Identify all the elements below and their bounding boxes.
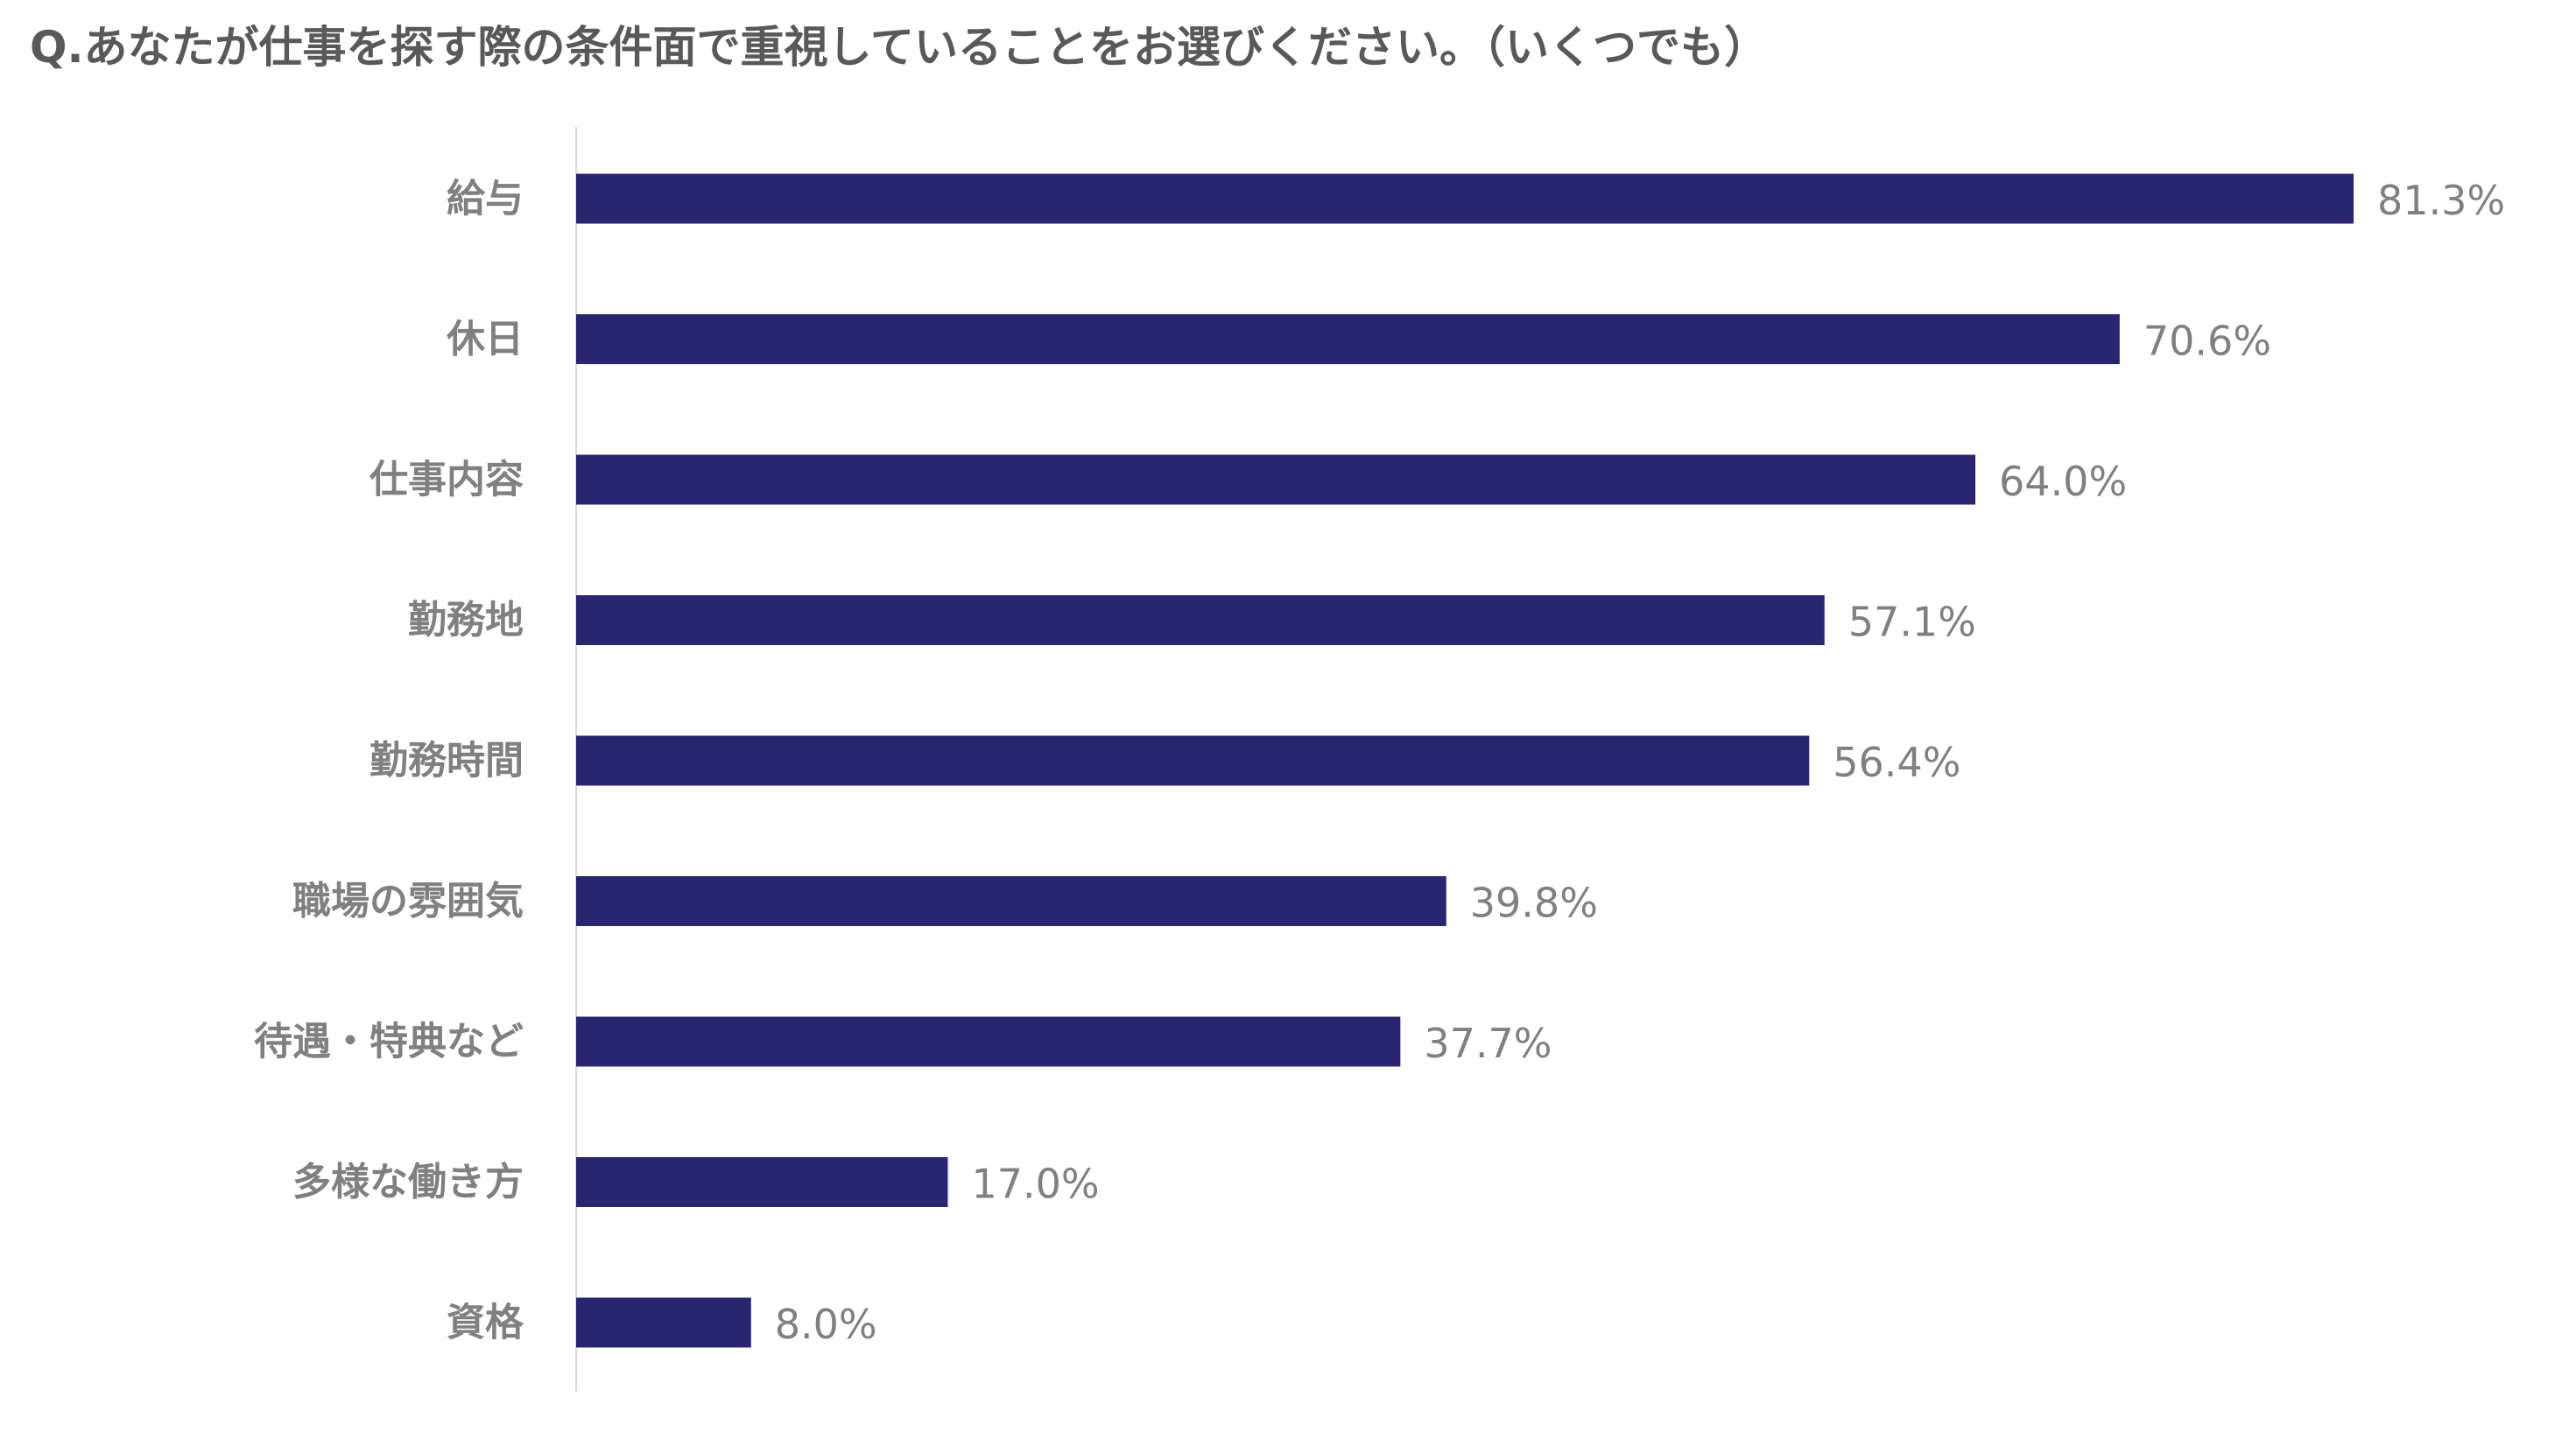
chart-title: Q.あなたが仕事を探す際の条件面で重視していることをお選びください。（いくつでも… bbox=[30, 22, 1768, 73]
category-label: 給与 bbox=[447, 177, 524, 221]
category-label: 勤務時間 bbox=[370, 739, 524, 783]
category-label: 職場の雰囲気 bbox=[292, 879, 524, 923]
value-label: 64.0% bbox=[1999, 458, 2127, 505]
bar bbox=[576, 173, 2354, 224]
bar bbox=[576, 876, 1446, 926]
bars-group bbox=[576, 173, 2354, 1348]
value-label: 57.1% bbox=[1848, 599, 1976, 646]
category-label: 休日 bbox=[446, 317, 524, 362]
bar bbox=[576, 1016, 1401, 1067]
value-label: 39.8% bbox=[1470, 880, 1598, 927]
value-label: 56.4% bbox=[1833, 739, 1960, 786]
value-label: 8.0% bbox=[775, 1301, 877, 1348]
bar bbox=[576, 1157, 948, 1207]
bar bbox=[576, 735, 1810, 786]
value-label: 81.3% bbox=[2377, 177, 2505, 224]
category-label: 待遇・特典など bbox=[254, 1020, 524, 1064]
value-label: 70.6% bbox=[2143, 318, 2271, 365]
value-labels-group: 81.3% 70.6% 64.0% 57.1% 56.4% 39.8% 37.7% 17.0%… bbox=[775, 177, 2505, 1348]
category-label: 多様な働き方 bbox=[292, 1160, 524, 1204]
bar bbox=[576, 1297, 751, 1348]
value-label: 37.7% bbox=[1424, 1020, 1552, 1067]
bar bbox=[576, 595, 1825, 645]
bar bbox=[576, 314, 2120, 364]
category-label: 仕事内容 bbox=[370, 458, 524, 502]
bar bbox=[576, 454, 1976, 505]
category-label: 勤務地 bbox=[408, 598, 524, 642]
category-label: 資格 bbox=[447, 1301, 524, 1345]
value-label: 17.0% bbox=[971, 1161, 1099, 1208]
